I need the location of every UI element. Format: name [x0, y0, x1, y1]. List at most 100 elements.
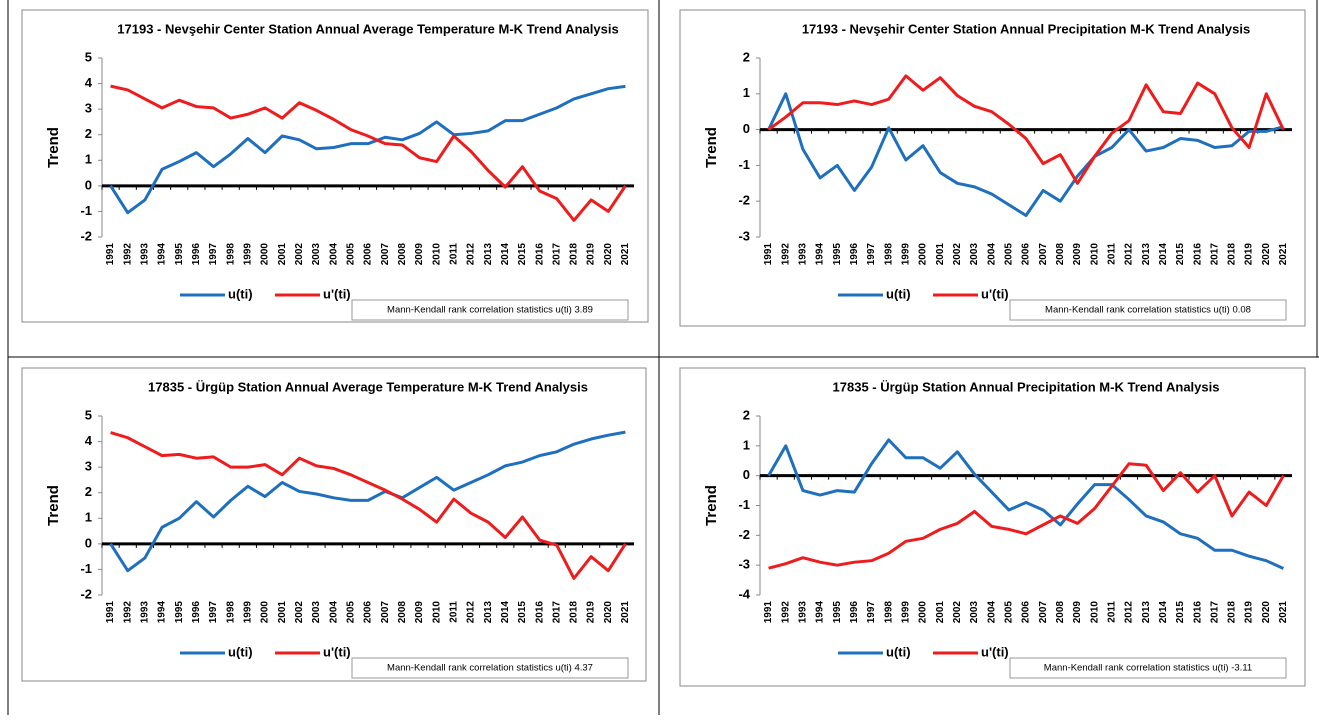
- x-tick-label: 2010: [431, 243, 442, 266]
- x-tick-label: 2006: [363, 601, 374, 624]
- x-tick-label: 2012: [1124, 243, 1135, 266]
- x-tick-label: 2012: [1124, 601, 1135, 624]
- x-tick-label: 1995: [174, 601, 185, 624]
- x-tick-label: 2006: [363, 243, 374, 266]
- y-tick-label: 4: [85, 433, 93, 448]
- x-tick-label: 2002: [294, 601, 305, 624]
- x-tick-label: 2017: [1209, 243, 1220, 266]
- y-tick-label: -3: [738, 228, 750, 243]
- x-tick-label: 2009: [414, 601, 425, 624]
- x-tick-label: 2014: [500, 243, 511, 266]
- x-tick-label: 2003: [311, 601, 322, 624]
- x-tick-label: 1997: [208, 243, 219, 266]
- legend-label: u'(ti): [323, 644, 351, 659]
- y-tick-label: 0: [743, 121, 750, 136]
- x-tick-label: 2001: [935, 601, 946, 624]
- chart: 17193 - Nevşehir Center Station Annual A…: [21, 9, 649, 323]
- x-tick-label: 2007: [1038, 243, 1049, 266]
- x-tick-label: 2006: [1021, 243, 1032, 266]
- x-tick-label: 2019: [586, 601, 597, 624]
- x-tick-label: 1992: [780, 601, 791, 624]
- x-tick-label: 1999: [243, 243, 254, 266]
- x-tick-label: 1996: [191, 601, 202, 624]
- x-tick-label: 2018: [1227, 601, 1238, 624]
- x-tick-label: 1998: [883, 601, 894, 624]
- x-tick-label: 2021: [620, 243, 631, 266]
- x-tick-label: 2005: [345, 601, 356, 624]
- annotation: Mann-Kendall rank correlation statistics…: [387, 663, 593, 674]
- x-tick-label: 1993: [798, 601, 809, 624]
- x-tick-label: 2001: [277, 243, 288, 266]
- x-tick-label: 2008: [397, 243, 408, 266]
- x-tick-label: 2020: [603, 243, 614, 266]
- y-axis-label: Trend: [45, 127, 62, 168]
- x-tick-label: 1993: [140, 601, 151, 624]
- x-tick-label: 1997: [208, 601, 219, 624]
- x-tick-label: 2002: [952, 601, 963, 624]
- x-tick-label: 2018: [569, 601, 580, 624]
- x-tick-label: 2019: [586, 243, 597, 266]
- x-tick-label: 2000: [260, 601, 271, 624]
- y-axis-label: Trend: [45, 485, 62, 526]
- x-tick-label: 1991: [105, 601, 116, 624]
- x-tick-label: 2005: [1003, 601, 1014, 624]
- x-tick-label: 2017: [551, 601, 562, 624]
- x-tick-label: 1994: [157, 243, 168, 266]
- x-tick-label: 1993: [140, 243, 151, 266]
- x-tick-label: 1992: [122, 243, 133, 266]
- y-tick-label: 3: [85, 459, 92, 474]
- legend-label: u(ti): [228, 286, 253, 301]
- chart: 17835 - Ürgüp Station Annual Average Tem…: [21, 367, 647, 682]
- x-tick-label: 2003: [969, 601, 980, 624]
- annotation-box: [351, 657, 629, 679]
- x-tick-label: 2017: [1209, 601, 1220, 624]
- x-tick-label: 2015: [517, 601, 528, 624]
- x-tick-label: 1995: [832, 601, 843, 624]
- y-tick-label: 2: [743, 407, 750, 422]
- x-tick-label: 1995: [174, 243, 185, 266]
- x-tick-label: 1992: [122, 601, 133, 624]
- x-tick-label: 2014: [1158, 601, 1169, 624]
- chart-title: 17193 - Nevşehir Center Station Annual A…: [117, 21, 618, 36]
- x-tick-label: 2005: [345, 243, 356, 266]
- table-borders: [7, 0, 1319, 715]
- x-tick-label: 2002: [294, 243, 305, 266]
- x-tick-label: 2004: [986, 243, 997, 266]
- x-tick-label: 2011: [1106, 243, 1117, 265]
- x-tick-label: 2010: [431, 601, 442, 624]
- x-tick-label: 2008: [1055, 601, 1066, 624]
- series-line: [110, 84, 627, 222]
- y-tick-label: 2: [85, 126, 92, 141]
- x-tick-label: 2020: [1261, 601, 1272, 624]
- legend-label: u(ti): [886, 644, 911, 659]
- x-tick-label: 1991: [763, 601, 774, 624]
- series-line: [767, 74, 1285, 185]
- legend-label: u(ti): [886, 286, 911, 301]
- x-tick-label: 2011: [448, 601, 459, 623]
- x-tick-label: 2005: [1003, 243, 1014, 266]
- annotation: Mann-Kendall rank correlation statistics…: [387, 305, 593, 316]
- x-tick-label: 2002: [952, 243, 963, 266]
- annotation-box: [351, 299, 629, 321]
- x-tick-label: 1996: [849, 243, 860, 266]
- y-tick-label: -1: [738, 497, 750, 512]
- x-tick-label: 2021: [1278, 243, 1289, 266]
- x-tick-label: 1997: [866, 243, 877, 266]
- x-tick-label: 2012: [466, 601, 477, 624]
- x-tick-label: 2010: [1089, 601, 1100, 624]
- x-tick-label: 2008: [397, 601, 408, 624]
- legend-label: u(ti): [228, 644, 253, 659]
- x-tick-label: 1991: [105, 243, 116, 266]
- y-tick-label: -1: [80, 203, 92, 218]
- x-tick-label: 2001: [935, 243, 946, 266]
- x-tick-label: 2015: [1175, 243, 1186, 266]
- x-tick-label: 2018: [569, 243, 580, 266]
- x-tick-label: 1992: [780, 243, 791, 266]
- y-tick-label: 3: [85, 101, 92, 116]
- y-tick-label: 5: [85, 407, 92, 422]
- y-tick-label: 2: [85, 484, 92, 499]
- annotation-box: [1009, 657, 1287, 679]
- chart-title: 17835 - Ürgüp Station Annual Precipitati…: [833, 379, 1220, 394]
- chart-frame: [21, 9, 649, 323]
